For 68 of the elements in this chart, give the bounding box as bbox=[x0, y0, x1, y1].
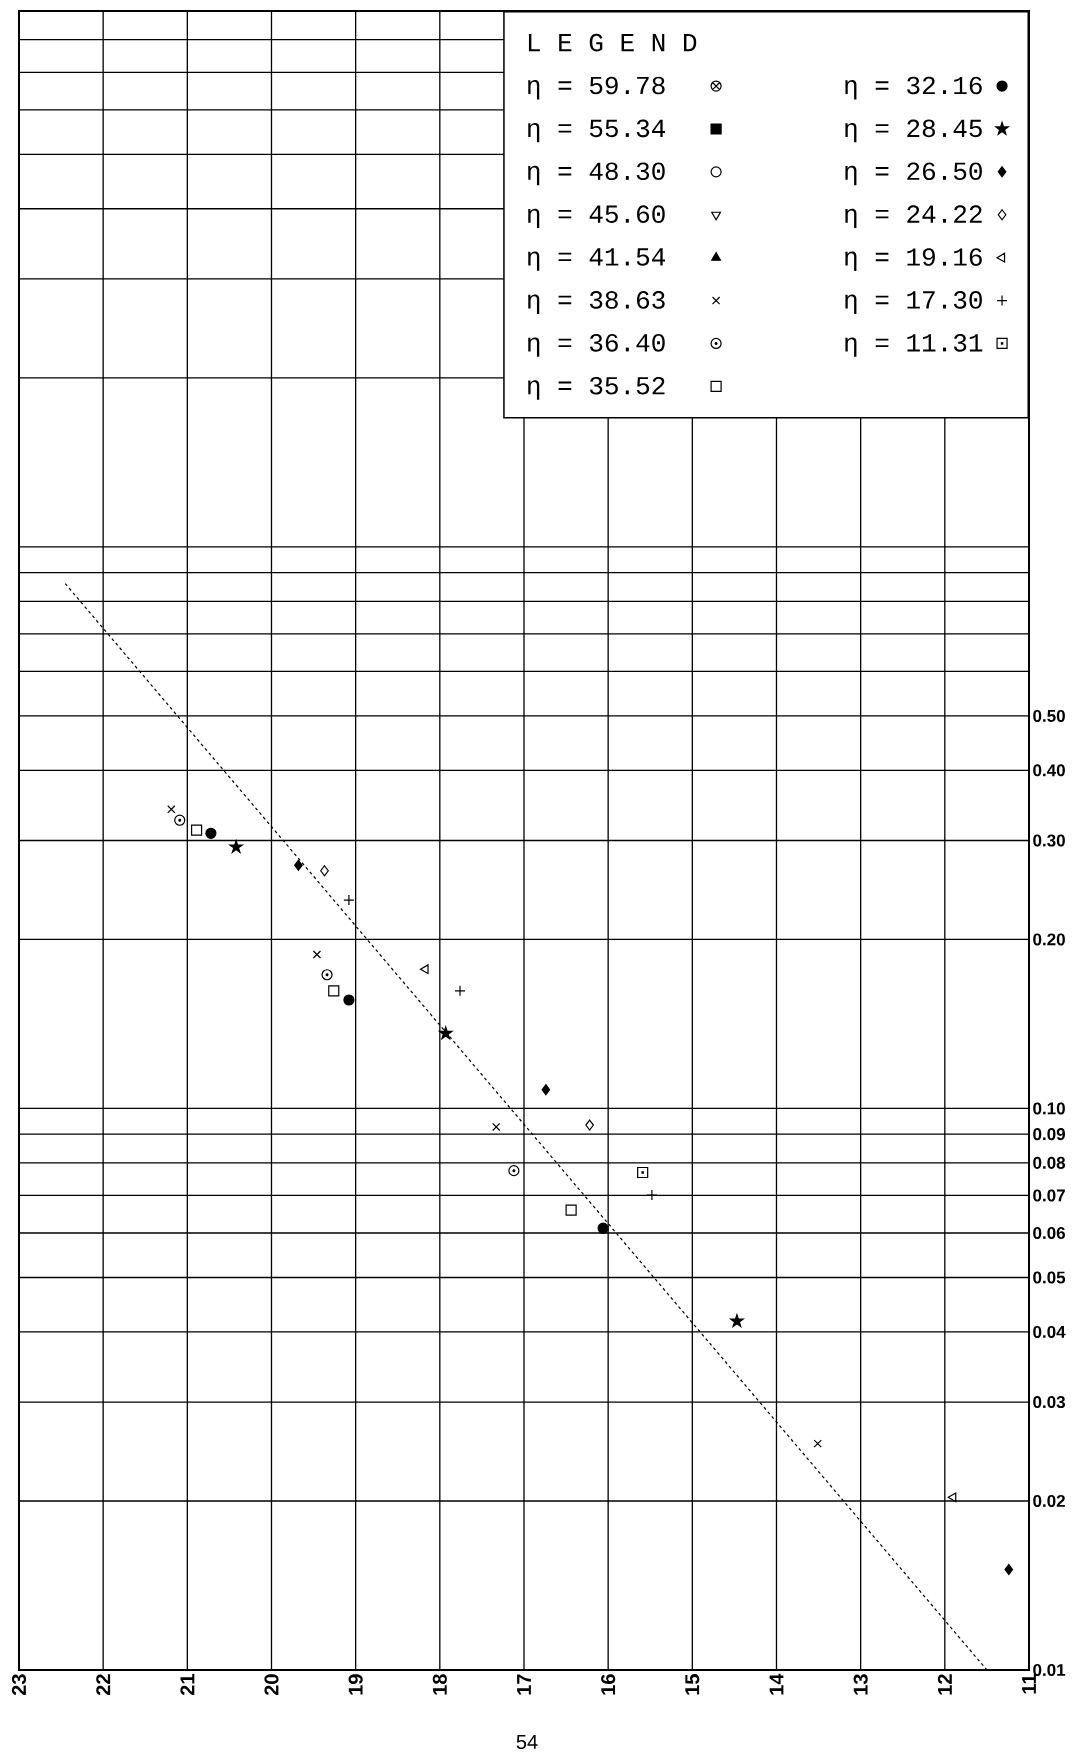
point bbox=[492, 1122, 501, 1132]
text: 54 bbox=[516, 1735, 538, 1749]
point bbox=[947, 1492, 957, 1503]
y-tick-label: 0.08 bbox=[1033, 1156, 1066, 1169]
legend-label: η = 28.45 bbox=[845, 119, 982, 143]
y-tick-label: 0.07 bbox=[1033, 1189, 1065, 1202]
legend-label: η = 45.60 bbox=[528, 205, 665, 229]
point bbox=[229, 840, 243, 853]
y-tick-label: 0.20 bbox=[1033, 933, 1065, 946]
x-tick-label: 19 bbox=[348, 1674, 363, 1695]
point bbox=[637, 1166, 649, 1179]
legend-label: η = 17.30 bbox=[845, 291, 982, 314]
y-tick-label: 0.05 bbox=[1033, 1271, 1066, 1284]
point bbox=[585, 1119, 594, 1131]
y-tick-label: 0.04 bbox=[1033, 1325, 1066, 1338]
point bbox=[730, 1314, 744, 1328]
y-tick-label: 0.10 bbox=[1033, 1102, 1065, 1115]
point bbox=[541, 1084, 551, 1096]
y-tick-label: 0.02 bbox=[1033, 1494, 1065, 1507]
y-tick-label: 0.01 bbox=[1033, 1663, 1066, 1677]
point bbox=[321, 969, 333, 981]
point bbox=[419, 964, 429, 975]
y-tick-label: 0.09 bbox=[1033, 1128, 1065, 1141]
x-tick-label: 18 bbox=[432, 1674, 447, 1695]
y-tick-label: 0.06 bbox=[1033, 1227, 1065, 1240]
legend-label: η = 38.63 bbox=[528, 291, 665, 314]
point bbox=[565, 1204, 577, 1216]
legend-label: η = 36.40 bbox=[528, 333, 665, 357]
point bbox=[190, 824, 203, 836]
legend-label: η = 55.34 bbox=[528, 119, 666, 143]
point bbox=[205, 827, 217, 839]
point bbox=[320, 865, 329, 877]
legend-label: η = 35.52 bbox=[528, 376, 665, 400]
x-tick-label: 11 bbox=[1022, 1674, 1036, 1694]
x-tick-label: 21 bbox=[180, 1674, 195, 1696]
legend-label: η = 11.31 bbox=[845, 333, 983, 357]
x-tick-label: 13 bbox=[853, 1674, 868, 1695]
point bbox=[294, 859, 303, 871]
x-tick-label: 12 bbox=[937, 1674, 952, 1695]
point bbox=[174, 814, 186, 826]
x-tick-label: 17 bbox=[517, 1674, 531, 1695]
legend-label: η = 59.78 bbox=[528, 76, 665, 100]
point bbox=[312, 950, 322, 959]
y-tick-label: 0.40 bbox=[1033, 764, 1065, 777]
legend-label: η = 48.30 bbox=[528, 162, 665, 186]
x-tick-label: 23 bbox=[11, 1674, 27, 1696]
point bbox=[167, 805, 176, 814]
x-tick-label: 20 bbox=[264, 1674, 279, 1696]
y-tick-label: 0.50 bbox=[1033, 709, 1065, 722]
legend-label: η = 41.54 bbox=[528, 248, 666, 271]
x-tick-label: 15 bbox=[685, 1674, 700, 1695]
legend-label: η = 19.16 bbox=[845, 248, 982, 271]
y-tick-label: 0.03 bbox=[1033, 1396, 1065, 1409]
point bbox=[438, 1026, 453, 1040]
x-tick-label: 22 bbox=[96, 1674, 111, 1696]
point bbox=[508, 1165, 520, 1177]
legend-label: η = 24.22 bbox=[845, 205, 982, 229]
x-tick-label: 14 bbox=[769, 1673, 784, 1695]
point bbox=[1004, 1563, 1014, 1576]
legend-title: L E G E N D bbox=[528, 33, 697, 52]
legend-label: η = 26.50 bbox=[845, 162, 982, 186]
point bbox=[813, 1439, 822, 1448]
point bbox=[597, 1222, 609, 1234]
y-tick-label: 0.30 bbox=[1033, 834, 1065, 847]
point bbox=[343, 994, 355, 1006]
x-tick-label: 16 bbox=[601, 1674, 616, 1695]
point bbox=[328, 985, 340, 997]
legend-label: η = 32.16 bbox=[845, 76, 982, 100]
